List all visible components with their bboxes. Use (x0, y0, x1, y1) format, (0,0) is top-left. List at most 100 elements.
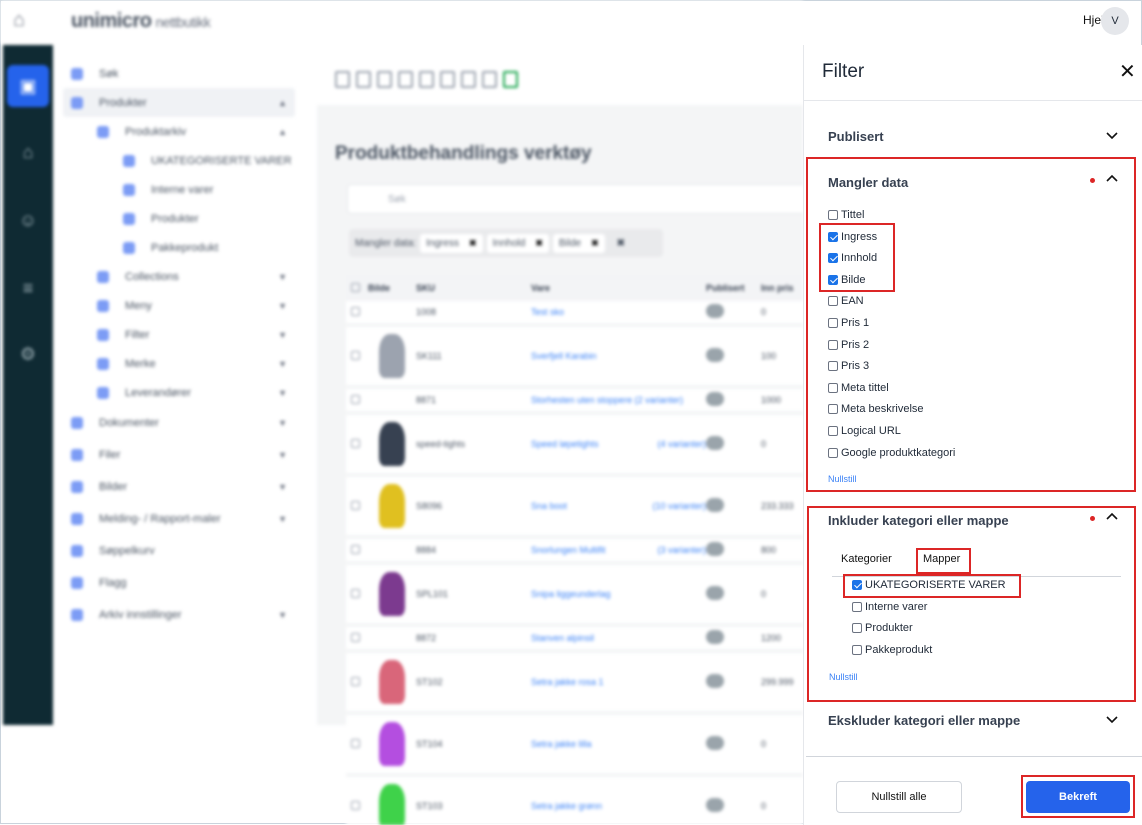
reset-mangler-link[interactable]: Nullstill (828, 474, 857, 484)
product-link[interactable]: Setra jakke grønn (531, 801, 603, 811)
row-checkbox[interactable] (351, 438, 360, 448)
checkbox[interactable] (828, 318, 838, 328)
chevron-icon[interactable]: ▼ (278, 450, 287, 460)
chevron-icon[interactable]: ▼ (278, 271, 287, 282)
product-link[interactable]: Sna boot (531, 501, 568, 511)
table-row[interactable]: ST103 Setra jakke grønn 0 (346, 777, 803, 825)
published-toggle[interactable] (706, 542, 724, 556)
users-icon[interactable]: ☺ (18, 210, 38, 230)
tab-mapper[interactable]: Mapper (923, 553, 961, 565)
product-link[interactable]: Sverfjell Karabin (531, 351, 597, 361)
checkbox-option[interactable]: Pris 2 (828, 339, 869, 351)
tool-icon[interactable] (398, 71, 413, 88)
tool-icon[interactable] (461, 71, 476, 88)
table-row[interactable]: 8871 Storhesten uten stoppere (2 variant… (346, 389, 803, 415)
tool-icon[interactable] (356, 71, 371, 88)
published-toggle[interactable] (706, 498, 724, 512)
checkbox-option[interactable]: Innhold (828, 252, 877, 264)
chevron-icon[interactable]: ▼ (278, 610, 287, 620)
checkbox-option[interactable]: Tittel (828, 209, 864, 221)
checkbox-option[interactable]: Bilde (828, 274, 865, 286)
chevron-icon[interactable]: ▼ (278, 387, 287, 398)
reset-inkluder-link[interactable]: Nullstill (829, 672, 858, 682)
checkbox-option[interactable]: Google produktkategori (828, 447, 955, 459)
col-header[interactable]: Publisert (706, 283, 745, 293)
chevron-down-icon[interactable] (1106, 713, 1118, 725)
variants-link[interactable]: (10 varianter) (652, 501, 706, 511)
published-toggle[interactable] (706, 436, 724, 450)
row-checkbox[interactable] (351, 632, 360, 642)
sidebar-item[interactable]: Produkter (63, 204, 295, 233)
archive-icon[interactable]: ▣ (7, 65, 49, 107)
sidebar-item[interactable]: Bilder ▼ (63, 471, 295, 503)
checkbox[interactable] (828, 426, 838, 436)
variants-link[interactable]: (4 varianter) (657, 439, 706, 449)
exit-icon[interactable] (503, 71, 518, 88)
product-link[interactable]: Test sko (531, 307, 565, 317)
checkbox-option[interactable]: EAN (828, 295, 864, 307)
chevron-up-icon[interactable] (1106, 173, 1118, 185)
close-icon[interactable]: ✕ (1119, 61, 1136, 83)
published-toggle[interactable] (706, 586, 724, 600)
published-toggle[interactable] (706, 630, 724, 644)
table-row[interactable]: SPL101 Snipa liggeunderlag 0 (346, 565, 803, 627)
table-row[interactable]: ST102 Setra jakke rosa 1 299.999 (346, 653, 803, 715)
checkbox-option[interactable]: Logical URL (828, 425, 901, 437)
checkbox[interactable] (852, 580, 862, 590)
sidebar-item[interactable]: Flagg (63, 567, 295, 599)
chevron-icon[interactable]: ▼ (278, 329, 287, 340)
folder-option[interactable]: Pakkeprodukt (852, 644, 932, 656)
chip[interactable]: Bilde ✖ (552, 233, 605, 253)
search-input[interactable]: Søk (347, 184, 803, 214)
table-row[interactable]: S8096 Sna boot (10 varianter) 233.333 (346, 477, 803, 539)
table-row[interactable]: speed-tights Speed løpetights (4 variante… (346, 415, 803, 477)
product-link[interactable]: Speed løpetights (531, 439, 599, 449)
shop-icon[interactable]: ⌂ (22, 142, 34, 162)
settings-icon[interactable]: ⚙ (19, 344, 37, 364)
chevron-down-icon[interactable] (1106, 129, 1118, 141)
product-link[interactable]: Storhesten uten stoppere (2 varianter) (531, 395, 684, 405)
checkbox-option[interactable]: Ingress (828, 231, 877, 243)
checkbox[interactable] (828, 339, 838, 350)
checkbox[interactable] (828, 447, 838, 458)
sidebar-item[interactable]: Produktarkiv ▲ (63, 117, 295, 146)
sidebar-item[interactable]: Interne varer (63, 175, 295, 204)
confirm-button[interactable]: Bekreft (1026, 781, 1130, 813)
sidebar-item[interactable]: Dokumenter ▼ (63, 407, 295, 439)
home-icon[interactable]: ⌂ (13, 9, 26, 31)
row-checkbox[interactable] (351, 588, 360, 598)
sidebar-item[interactable]: Søk (63, 59, 295, 88)
section-ekskluder[interactable]: Ekskluder kategori eller mappe (828, 713, 1021, 728)
checkbox-option[interactable]: Pris 1 (828, 317, 869, 329)
chevron-up-icon[interactable]: ▲ (278, 126, 287, 137)
table-row[interactable]: ST104 Setra jakke lilla 0 (346, 715, 803, 777)
checkbox[interactable] (828, 404, 838, 415)
trash-icon[interactable] (482, 71, 497, 88)
row-checkbox[interactable] (351, 306, 360, 316)
tab-kategorier[interactable]: Kategorier (841, 553, 892, 565)
folder-option[interactable]: Produkter (852, 622, 913, 634)
sidebar-item[interactable]: Meny ▼ (63, 291, 295, 320)
published-toggle[interactable] (706, 392, 724, 406)
sidebar-item[interactable]: Merke ▼ (63, 349, 295, 378)
row-checkbox[interactable] (351, 500, 360, 510)
checkbox[interactable] (828, 382, 838, 393)
row-checkbox[interactable] (351, 350, 360, 360)
chip[interactable]: Ingress ✖ (420, 233, 483, 253)
sidebar-item[interactable]: Pakkeprodukt (63, 233, 295, 262)
chevron-icon[interactable]: ▼ (278, 300, 287, 311)
tool-icon[interactable] (377, 71, 392, 88)
section-inkluder[interactable]: Inkluder kategori eller mappe (828, 513, 1009, 528)
sidebar-item[interactable]: Filter ▼ (63, 320, 295, 349)
checkbox[interactable] (828, 361, 838, 372)
sidebar-item[interactable]: Arkiv innstillinger ▼ (63, 599, 295, 631)
col-header[interactable]: Vare (531, 283, 551, 293)
col-header[interactable]: SKU (416, 283, 436, 293)
avatar[interactable]: V (1101, 7, 1129, 35)
published-toggle[interactable] (706, 736, 724, 750)
sidebar-item[interactable]: UKATEGORISERTE VARER (63, 146, 295, 175)
folder-option[interactable]: UKATEGORISERTE VARER (852, 579, 1006, 591)
variants-link[interactable]: (3 varianter) (657, 545, 706, 555)
checkbox[interactable] (828, 231, 838, 242)
col-header[interactable]: Inn pris (761, 283, 794, 293)
